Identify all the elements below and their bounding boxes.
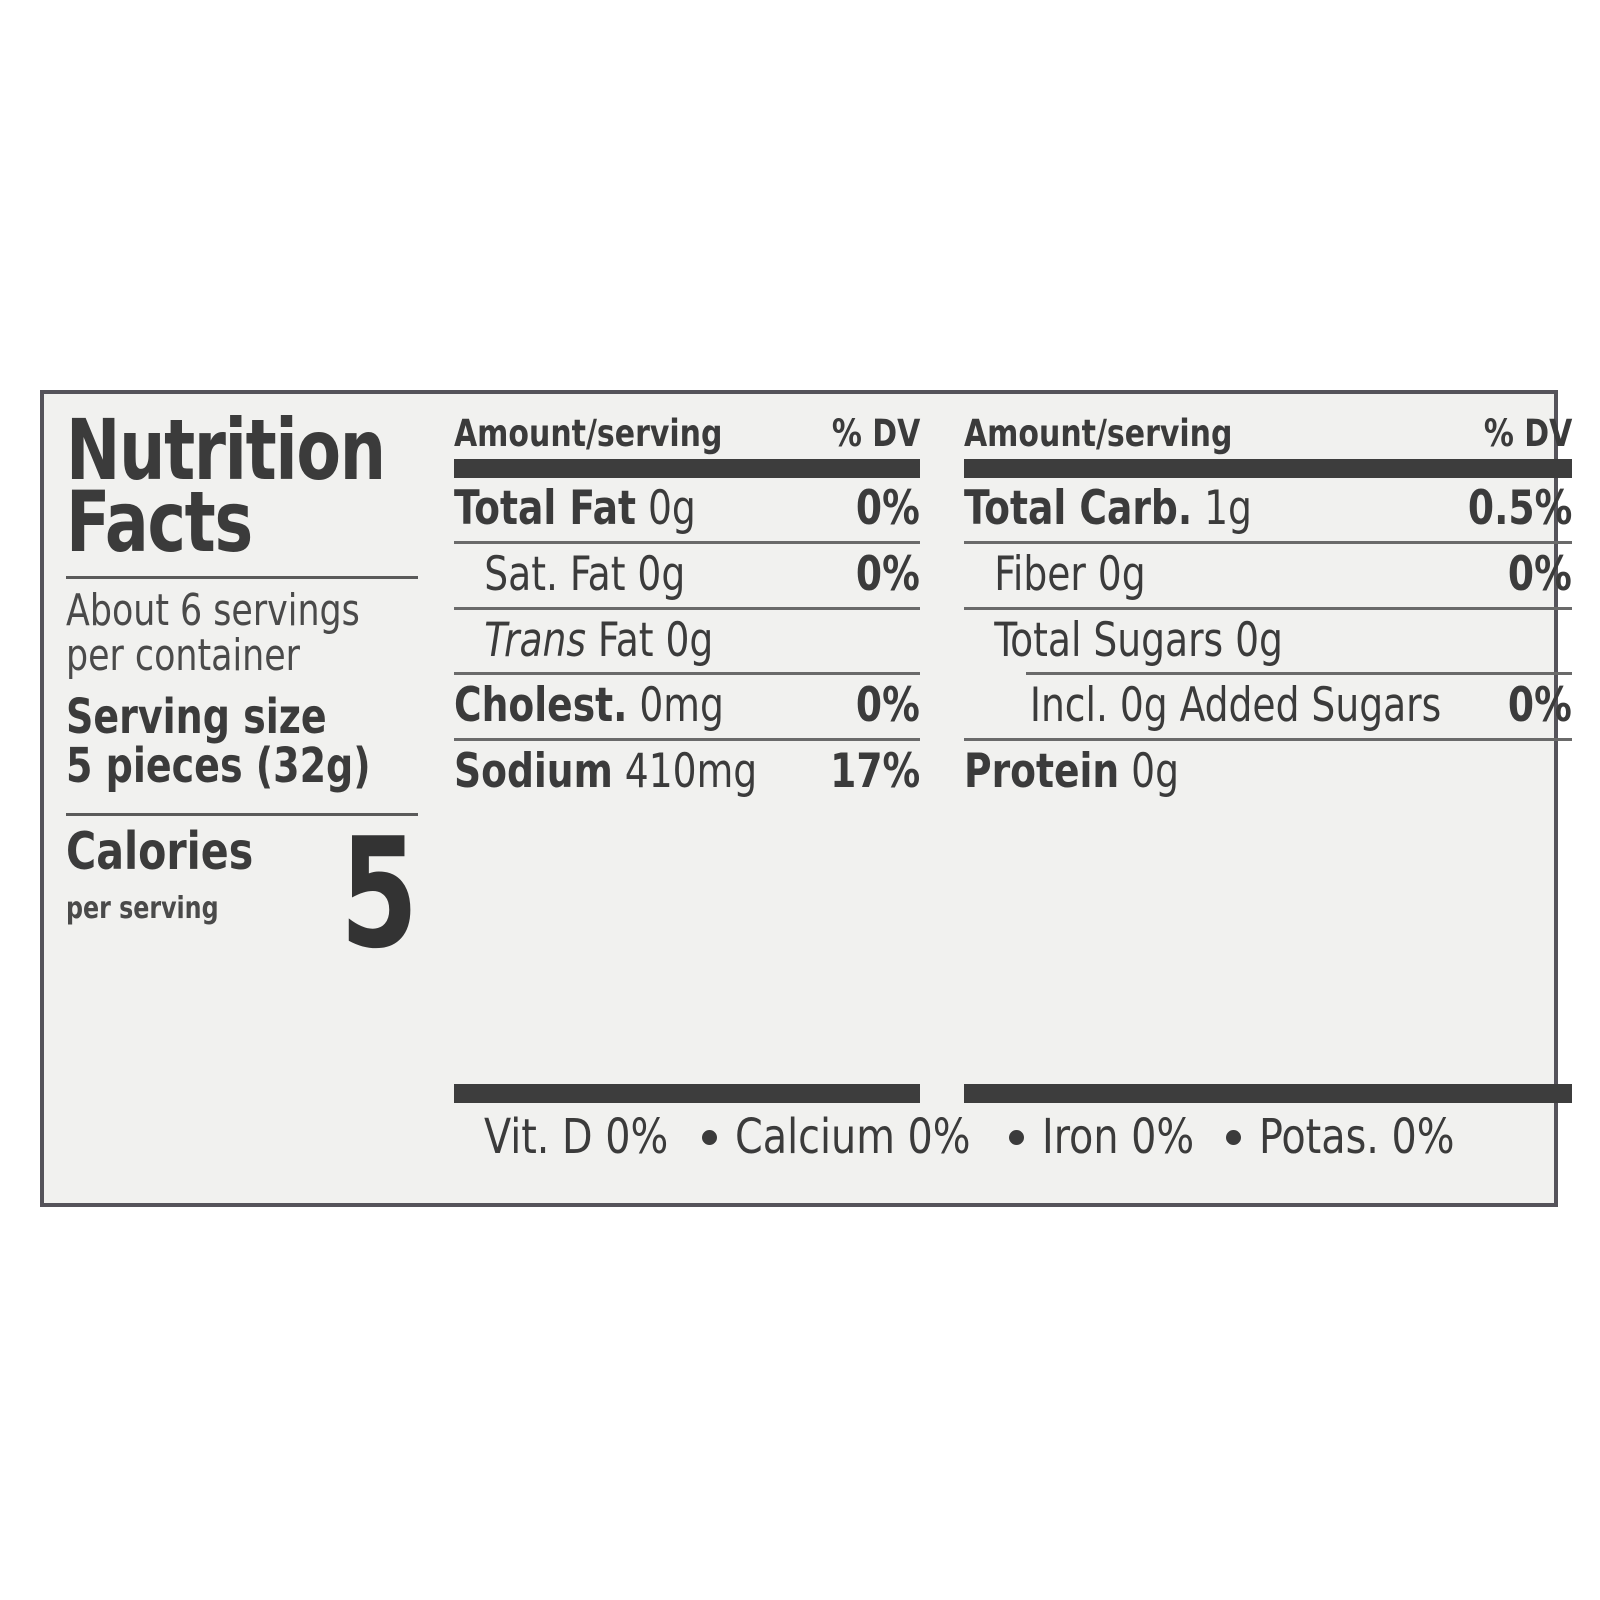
total-fat-dv: 0% bbox=[856, 481, 920, 536]
total-carb-value: 1g bbox=[1192, 481, 1252, 536]
amount-per-serving-header: Amount/serving bbox=[454, 412, 723, 455]
divider-total-carb bbox=[964, 540, 1572, 544]
saturated-fat-dv: 0% bbox=[856, 546, 920, 602]
cholesterol-dv: 0% bbox=[856, 678, 920, 734]
servings-line-1: About 6 servings bbox=[66, 585, 360, 637]
row-cholesterol: Cholest. 0mg 0% bbox=[454, 675, 920, 738]
sodium-value: 410mg bbox=[612, 744, 758, 800]
serving-size-value: 5 pieces (32g) bbox=[66, 738, 371, 795]
divider-cholesterol bbox=[454, 738, 920, 742]
divider-total-fat bbox=[454, 540, 920, 544]
bullet-separator-icon bbox=[702, 1129, 718, 1145]
sodium-label: Sodium bbox=[454, 744, 613, 800]
amount-per-serving-header-2: Amount/serving bbox=[964, 412, 1233, 455]
total-carb-dv: 0.5% bbox=[1467, 481, 1572, 536]
serving-size-label: Serving size bbox=[66, 689, 327, 746]
row-saturated-fat: Sat. Fat 0g 0% bbox=[454, 544, 920, 607]
column-header-right: Amount/serving % DV bbox=[964, 412, 1572, 459]
divider-added-sugars bbox=[964, 738, 1572, 742]
divider-total-sugars bbox=[1026, 672, 1572, 676]
nutrient-column-right: Amount/serving % DV Total Carb. 1g 0.5% … bbox=[964, 412, 1572, 1193]
row-total-fat: Total Fat 0g 0% bbox=[454, 478, 920, 541]
vitamin-footer: Vit. D 0% Calcium 0% Iron 0% Potas. 0% bbox=[66, 1109, 1532, 1195]
serving-size-block: Serving size 5 pieces (32g) bbox=[66, 693, 376, 791]
iron-entry: Iron 0% bbox=[1042, 1109, 1195, 1165]
servings-per-container: About 6 servings per container bbox=[66, 589, 376, 679]
row-trans-fat: Trans Fat 0g bbox=[454, 610, 920, 673]
bullet-separator-icon bbox=[1225, 1129, 1241, 1145]
column-header-left: Amount/serving % DV bbox=[454, 412, 920, 459]
total-fat-value: 0g bbox=[635, 481, 696, 536]
column-gap-left bbox=[418, 412, 454, 1193]
nutrition-facts-title: Nutrition Facts bbox=[66, 408, 386, 572]
calories-per-serving-label: per serving bbox=[66, 891, 219, 927]
spacer-right-column bbox=[964, 804, 1572, 1080]
servings-line-2: per container bbox=[66, 630, 300, 682]
cholesterol-value: 0mg bbox=[627, 678, 724, 734]
divider-under-serving-size bbox=[66, 813, 418, 817]
row-fiber: Fiber 0g 0% bbox=[964, 544, 1572, 607]
title-line-1: Nutrition bbox=[66, 401, 386, 499]
calories-block: Calories per serving 5 bbox=[66, 818, 418, 976]
footer-bar-left bbox=[454, 1084, 920, 1103]
row-protein: Protein 0g bbox=[964, 741, 1572, 804]
total-sugars-label: Total Sugars 0g bbox=[994, 612, 1283, 668]
header-bar-right bbox=[964, 459, 1572, 478]
calcium-entry: Calcium 0% bbox=[735, 1109, 971, 1165]
nutrition-summary-column: Nutrition Facts About 6 servings per con… bbox=[66, 408, 418, 1193]
row-total-sugars: Total Sugars 0g bbox=[964, 610, 1572, 673]
calories-value: 5 bbox=[339, 805, 418, 983]
trans-fat-value: Fat 0g bbox=[585, 612, 714, 668]
total-carb-label: Total Carb. bbox=[964, 481, 1193, 536]
title-line-2: Facts bbox=[66, 473, 253, 572]
percent-dv-header: % DV bbox=[831, 412, 920, 455]
percent-dv-header-2: % DV bbox=[1483, 412, 1572, 455]
fiber-dv: 0% bbox=[1508, 546, 1572, 602]
bullet-separator-icon bbox=[1009, 1129, 1025, 1145]
total-fat-label: Total Fat bbox=[454, 481, 636, 536]
divider-trans-fat bbox=[454, 672, 920, 676]
divider-fiber bbox=[964, 606, 1572, 610]
fiber-label: Fiber 0g bbox=[994, 546, 1146, 602]
protein-value: 0g bbox=[1119, 744, 1180, 800]
saturated-fat-label: Sat. Fat 0g bbox=[484, 546, 686, 602]
protein-label: Protein bbox=[964, 744, 1120, 800]
divider-under-title bbox=[66, 576, 418, 580]
potassium-entry: Potas. 0% bbox=[1258, 1109, 1455, 1165]
sodium-dv: 17% bbox=[829, 744, 920, 800]
column-gap-right bbox=[920, 412, 964, 1193]
calories-label: Calories bbox=[66, 822, 254, 883]
nutrient-column-left: Amount/serving % DV Total Fat 0g 0% Sat.… bbox=[454, 412, 920, 1193]
added-sugars-dv: 0% bbox=[1508, 678, 1572, 734]
vitamin-d-entry: Vit. D 0% bbox=[484, 1109, 669, 1165]
nutrition-facts-panel: Nutrition Facts About 6 servings per con… bbox=[40, 390, 1572, 1207]
row-added-sugars: Incl. 0g Added Sugars 0% bbox=[964, 675, 1572, 738]
cholesterol-label: Cholest. bbox=[454, 678, 628, 734]
divider-saturated-fat bbox=[454, 606, 920, 610]
header-bar-left bbox=[454, 459, 920, 478]
added-sugars-label: Incl. 0g Added Sugars bbox=[1029, 678, 1442, 734]
footer-bar-right bbox=[964, 1084, 1572, 1103]
row-sodium: Sodium 410mg 17% bbox=[454, 741, 920, 804]
spacer-left-column bbox=[454, 804, 920, 1080]
trans-fat-italic-label: Trans bbox=[484, 612, 586, 668]
row-total-carbohydrate: Total Carb. 1g 0.5% bbox=[964, 478, 1572, 541]
